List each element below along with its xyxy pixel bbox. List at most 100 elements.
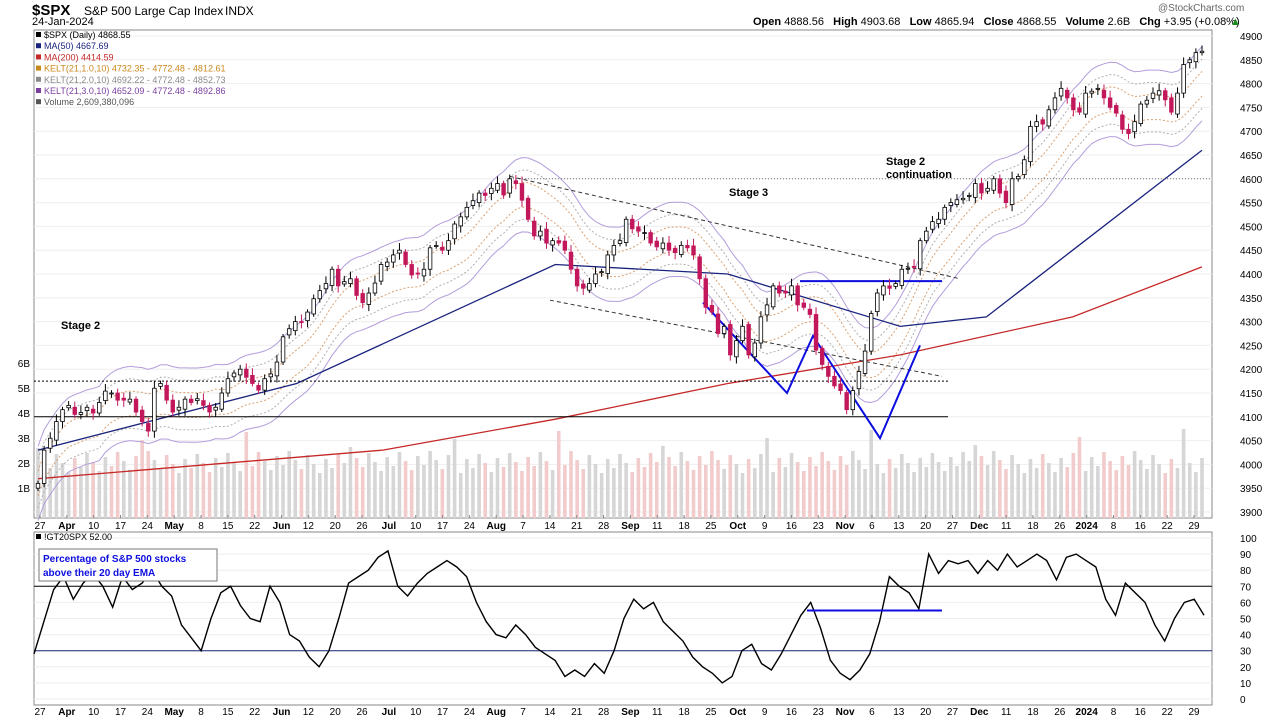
x-axis-label: 17 xyxy=(437,707,449,718)
x-axis-label: 17 xyxy=(115,707,127,718)
candle-body xyxy=(495,183,500,191)
candle-body xyxy=(728,324,733,356)
candle-body xyxy=(176,406,182,411)
candle-body xyxy=(752,342,757,358)
volume-bar xyxy=(593,464,598,518)
volume-bar xyxy=(152,460,157,518)
candle-body xyxy=(103,390,108,402)
candle-body xyxy=(133,398,139,413)
volume-bar xyxy=(734,464,739,518)
volume-bar xyxy=(648,453,653,518)
volume-bar xyxy=(998,460,1002,518)
volume-bar xyxy=(514,462,518,518)
x-axis-label: 24 xyxy=(464,707,476,718)
volume-bar xyxy=(691,470,696,518)
volume-bar xyxy=(293,460,298,518)
volume-bar xyxy=(170,464,175,518)
candle-body xyxy=(1132,121,1137,133)
x-axis-label: 10 xyxy=(410,707,422,718)
legend-entry: $SPX (Daily) 4868.55 xyxy=(44,30,131,40)
candle-body xyxy=(856,371,862,390)
volume-bar xyxy=(471,468,475,518)
candle-body xyxy=(1034,121,1039,127)
volume-bar xyxy=(115,452,120,518)
candle-body xyxy=(434,245,439,247)
volume-bar xyxy=(667,457,671,518)
volume-bar xyxy=(134,456,138,518)
candle-body xyxy=(470,200,476,206)
candle-body xyxy=(942,206,947,220)
volume-bar xyxy=(532,466,537,518)
candle-body xyxy=(195,398,200,402)
volume-bar xyxy=(1200,458,1204,518)
candle-body xyxy=(654,240,659,248)
candle-body xyxy=(458,216,463,227)
candle-body xyxy=(378,264,384,282)
candle-body xyxy=(1199,50,1205,54)
volume-bar xyxy=(844,465,849,518)
candle-body xyxy=(1071,97,1076,111)
volume-bar xyxy=(219,467,224,518)
x-axis-label: 10 xyxy=(410,521,422,532)
volume-bar xyxy=(262,461,267,518)
price-tick-label: 4300 xyxy=(1240,318,1263,329)
volume-bar xyxy=(777,458,782,518)
candle-body xyxy=(1009,178,1015,205)
trendline-lower xyxy=(549,299,943,377)
candle-body xyxy=(90,408,96,414)
volume-bar xyxy=(863,469,867,518)
volume-bar xyxy=(654,462,659,518)
w-pattern xyxy=(702,301,921,441)
candle-body xyxy=(66,404,71,409)
volume-bar xyxy=(446,455,451,518)
volume-bar xyxy=(458,473,463,518)
volume-bar xyxy=(85,453,89,518)
candle-body xyxy=(666,242,672,251)
candle-body xyxy=(838,383,843,392)
volume-tick-label: 6B xyxy=(18,359,31,370)
volume-bar xyxy=(72,458,77,518)
indicator-tick-label: 0 xyxy=(1240,695,1246,706)
candle-body xyxy=(587,283,592,291)
volume-bar xyxy=(789,453,794,518)
candle-body xyxy=(1144,99,1150,105)
volume-bar xyxy=(881,473,886,518)
candle-body xyxy=(734,340,739,358)
x-axis-label: 20 xyxy=(330,707,342,718)
volume-bar xyxy=(1022,473,1027,518)
candle-body xyxy=(795,285,800,306)
candle-body xyxy=(158,383,163,387)
candle-body xyxy=(930,221,935,230)
volume-bar xyxy=(697,456,702,518)
volume-bar xyxy=(1151,455,1155,518)
candle-body xyxy=(48,437,53,449)
x-axis-label: Dec xyxy=(970,521,989,532)
candle-body xyxy=(317,290,323,300)
candle-body xyxy=(985,187,990,192)
volume-bar xyxy=(1047,463,1051,518)
volume-bar xyxy=(158,469,163,518)
candle-body xyxy=(1065,89,1070,99)
x-axis-label: 23 xyxy=(813,521,825,532)
volume-bar xyxy=(183,459,187,518)
volume-bar xyxy=(520,471,524,518)
candle-body xyxy=(286,328,292,336)
candle-body xyxy=(170,399,175,413)
volume-bar xyxy=(1132,451,1137,518)
x-axis-label: 11 xyxy=(1001,521,1012,532)
candle-body xyxy=(544,228,549,244)
x-axis-label: 26 xyxy=(356,707,368,718)
candle-body xyxy=(1028,126,1033,163)
x-axis-label: 15 xyxy=(222,521,234,532)
x-axis-label: 12 xyxy=(303,707,315,718)
chg-value: +3.95 (+0.08%) xyxy=(1163,16,1240,28)
legend-swatch xyxy=(36,43,41,49)
candle-body xyxy=(844,392,849,411)
indicator-legend: !GT20SPX 52.00 xyxy=(44,532,112,542)
candle-body xyxy=(1126,128,1131,134)
x-axis-label: 17 xyxy=(437,521,449,532)
volume-bar xyxy=(550,470,555,518)
candle-body xyxy=(617,240,623,244)
candle-body xyxy=(1163,90,1168,101)
